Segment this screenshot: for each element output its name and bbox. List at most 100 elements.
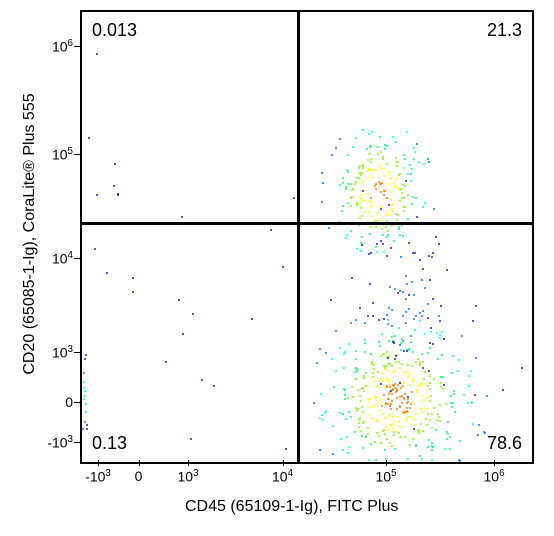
scatter-point: [398, 228, 400, 230]
scatter-point: [457, 370, 459, 372]
scatter-point: [419, 455, 421, 457]
scatter-point: [391, 400, 393, 402]
scatter-point: [409, 373, 411, 375]
scatter-point: [384, 433, 386, 435]
scatter-point: [386, 163, 388, 165]
scatter-point: [475, 357, 477, 359]
scatter-point: [424, 371, 426, 373]
scatter-point: [384, 449, 386, 451]
scatter-point: [201, 379, 203, 381]
scatter-point: [401, 426, 403, 428]
scatter-point: [420, 385, 422, 387]
scatter-point: [398, 421, 400, 423]
y-tick-label: 0: [35, 394, 73, 410]
scatter-point: [424, 333, 426, 335]
scatter-point: [380, 240, 382, 242]
scatter-point: [351, 277, 353, 279]
scatter-point: [393, 342, 395, 344]
scatter-point: [394, 448, 396, 450]
scatter-point: [405, 322, 407, 324]
scatter-point: [384, 148, 386, 150]
scatter-point: [251, 318, 253, 320]
scatter-point: [412, 196, 414, 198]
scatter-point: [439, 337, 441, 339]
scatter-point: [391, 445, 393, 447]
scatter-point: [407, 458, 409, 460]
scatter-point: [431, 256, 433, 258]
scatter-point: [132, 291, 134, 293]
scatter-point: [386, 438, 388, 440]
scatter-point: [440, 305, 442, 307]
scatter-point: [398, 327, 400, 329]
scatter-point: [362, 167, 364, 169]
scatter-point: [342, 177, 344, 179]
scatter-point: [413, 158, 415, 160]
scatter-point: [358, 177, 360, 179]
scatter-point: [394, 335, 396, 337]
scatter-point: [409, 444, 411, 446]
scatter-point: [405, 275, 407, 277]
scatter-point: [339, 347, 341, 349]
scatter-point: [360, 174, 362, 176]
scatter-point: [428, 370, 430, 372]
scatter-point: [409, 384, 411, 386]
scatter-point: [352, 146, 354, 148]
scatter-point: [433, 208, 435, 210]
scatter-point: [354, 183, 356, 185]
scatter-point: [375, 246, 377, 248]
scatter-point: [424, 202, 426, 204]
scatter-point: [459, 440, 461, 442]
scatter-point: [359, 395, 361, 397]
scatter-point: [435, 236, 437, 238]
scatter-point: [407, 173, 409, 175]
scatter-point: [362, 129, 364, 131]
scatter-point: [391, 191, 393, 193]
scatter-point: [419, 312, 421, 314]
scatter-point: [413, 318, 415, 320]
scatter-point: [282, 266, 284, 268]
scatter-point: [165, 361, 167, 363]
scatter-point: [390, 177, 392, 179]
scatter-point: [388, 383, 390, 385]
scatter-point: [388, 307, 390, 309]
scatter-point: [415, 445, 417, 447]
scatter-point: [427, 396, 429, 398]
scatter-point: [410, 335, 412, 337]
scatter-point: [313, 402, 315, 404]
scatter-point: [395, 355, 397, 357]
scatter-point: [351, 386, 353, 388]
scatter-point: [415, 413, 417, 415]
scatter-point: [373, 406, 375, 408]
scatter-point: [387, 319, 389, 321]
scatter-point: [380, 151, 382, 153]
y-tick-label: 106: [35, 38, 73, 55]
scatter-point: [363, 200, 365, 202]
scatter-point: [383, 194, 385, 196]
scatter-point: [333, 386, 335, 388]
scatter-point: [424, 399, 426, 401]
scatter-point: [370, 145, 372, 147]
scatter-point: [394, 370, 396, 372]
scatter-point: [441, 354, 443, 356]
scatter-point: [360, 207, 362, 209]
scatter-point: [444, 448, 446, 450]
scatter-point: [403, 197, 405, 199]
scatter-point: [412, 351, 414, 353]
scatter-point: [468, 385, 470, 387]
scatter-point: [385, 226, 387, 228]
scatter-point: [395, 141, 397, 143]
scatter-point: [377, 401, 379, 403]
scatter-point: [410, 416, 412, 418]
scatter-point: [472, 320, 474, 322]
scatter-point: [387, 323, 389, 325]
scatter-point: [403, 398, 405, 400]
scatter-point: [380, 399, 382, 401]
scatter-point: [382, 413, 384, 415]
scatter-point: [440, 382, 442, 384]
scatter-point: [449, 436, 451, 438]
scatter-point: [404, 158, 406, 160]
scatter-point: [355, 137, 357, 139]
scatter-point: [393, 423, 395, 425]
scatter-point: [369, 146, 371, 148]
scatter-point: [379, 345, 381, 347]
